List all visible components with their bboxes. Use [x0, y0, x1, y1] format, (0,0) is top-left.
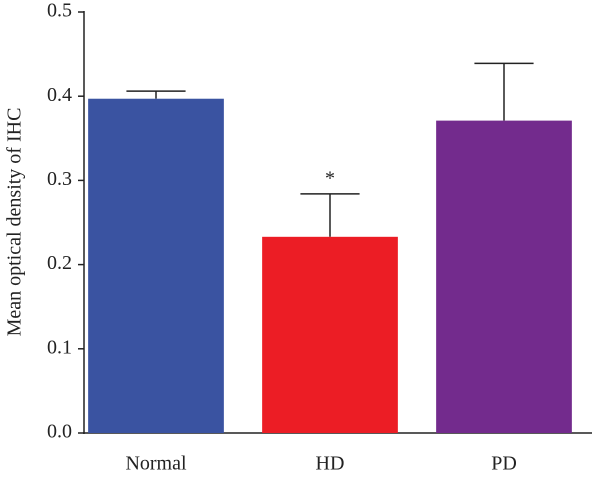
bar: [88, 98, 224, 433]
y-tick-label: 0.1: [47, 336, 72, 358]
y-tick-label: 0.5: [47, 0, 72, 22]
x-tick-label: HD: [316, 453, 345, 475]
y-tick-label: 0.4: [47, 84, 72, 106]
y-tick-label: 0.3: [47, 168, 72, 190]
x-tick-label: Normal: [125, 453, 187, 475]
bar: [262, 236, 398, 433]
bar: [436, 120, 572, 434]
x-tick-label: PD: [491, 453, 517, 475]
y-axis-label: Mean optical density of IHC: [4, 108, 26, 337]
significance-marker: *: [325, 167, 335, 189]
y-tick-label: 0.2: [47, 252, 72, 274]
y-tick-label: 0.0: [47, 421, 72, 443]
